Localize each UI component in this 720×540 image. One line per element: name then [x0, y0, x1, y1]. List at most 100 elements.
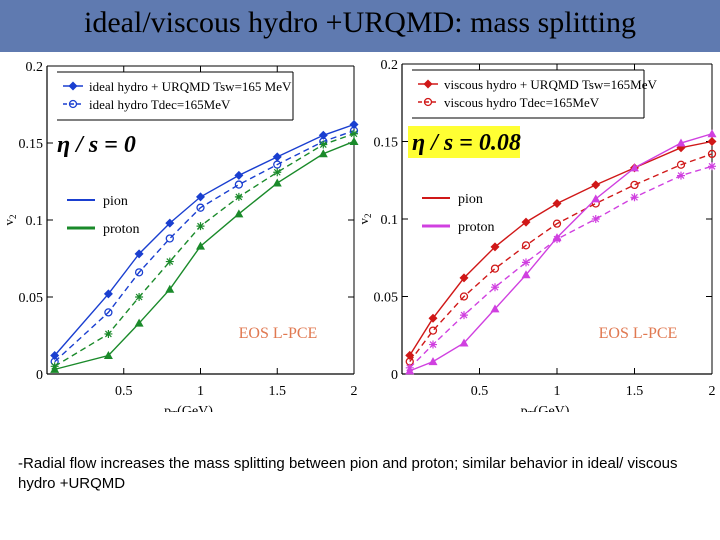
- series-proton-viscous-hydro: [405, 162, 716, 372]
- data-point: [234, 170, 244, 180]
- chart-panel-ideal: 0 0.05 0.1 0.15 0.2 0.5 1 1.5 2 v2 pT(GeV) ideal hy…: [0, 52, 362, 421]
- data-point: [459, 273, 469, 283]
- series-proton-ideal-hydro: [50, 129, 358, 371]
- legend-marker-label: viscous hydro + URQMD Tsw=165MeV: [444, 77, 657, 92]
- x-tick-label: 0.5: [471, 384, 489, 399]
- x-tick-label: 1: [554, 384, 561, 399]
- legend-marker: [423, 79, 433, 89]
- data-point: [459, 338, 469, 347]
- data-point: [196, 192, 205, 202]
- data-point: [134, 268, 144, 277]
- data-point: [429, 340, 437, 349]
- y-tick-label: 0.05: [19, 291, 44, 306]
- legend-marker-label: viscous hydro Tdec=165MeV: [444, 95, 600, 110]
- y-tick-label: 0.05: [374, 291, 399, 306]
- data-point: [234, 209, 244, 218]
- chart-panel-viscous: 0 0.05 0.1 0.15 0.2 0.5 1 1.5 2 v2 pT(GeV) viscous …: [356, 52, 720, 421]
- data-point: [104, 329, 113, 338]
- y-tick-label: 0: [391, 368, 398, 383]
- data-point: [104, 308, 113, 317]
- data-point: [318, 130, 328, 140]
- data-point: [428, 326, 438, 335]
- y-axis-label: v2: [362, 214, 373, 225]
- series-line: [409, 140, 713, 356]
- data-point: [553, 235, 561, 244]
- slide-title: ideal/viscous hydro +URQMD: mass splitti…: [84, 6, 636, 39]
- legend-marker: [423, 97, 433, 107]
- data-point: [708, 162, 716, 171]
- x-tick-label: 1.5: [626, 384, 644, 399]
- data-point: [459, 292, 469, 301]
- data-point: [521, 217, 531, 227]
- x-axis-label: pT(GeV): [521, 404, 570, 412]
- data-point: [273, 168, 282, 177]
- data-point: [272, 178, 282, 187]
- data-point: [676, 138, 686, 147]
- legend-color-label: pion: [458, 192, 483, 207]
- x-axis-label: pT(GeV): [164, 404, 213, 412]
- title-bar: [0, 0, 720, 52]
- data-point: [490, 264, 500, 273]
- x-tick-label: 2: [709, 384, 716, 399]
- y-tick-label: 0.1: [26, 214, 44, 229]
- series-line: [54, 130, 355, 363]
- series-line: [409, 133, 713, 372]
- data-point: [134, 318, 144, 327]
- data-point: [490, 242, 500, 252]
- data-point: [630, 180, 639, 190]
- data-point: [707, 149, 717, 159]
- data-point: [522, 258, 530, 267]
- data-point: [676, 160, 686, 169]
- data-point: [460, 311, 468, 320]
- data-point: [272, 152, 282, 162]
- data-point: [428, 357, 438, 366]
- data-point: [491, 283, 499, 292]
- data-point: [630, 193, 639, 202]
- legend-color-label: pion: [103, 194, 128, 209]
- y-tick-label: 0.15: [19, 137, 44, 152]
- data-point: [196, 222, 205, 231]
- data-point: [165, 284, 175, 293]
- legend-marker: [68, 99, 78, 109]
- data-point: [318, 149, 328, 158]
- data-point: [50, 362, 59, 371]
- y-tick-label: 0: [36, 368, 43, 383]
- data-point: [103, 289, 113, 299]
- data-point: [350, 129, 358, 138]
- x-tick-label: 1: [197, 384, 204, 399]
- data-point: [707, 137, 717, 146]
- eta-over-s-label: η / s = 0.08: [412, 130, 521, 156]
- x-tick-label: 2: [351, 384, 358, 399]
- legend-marker: [68, 81, 78, 91]
- data-point: [591, 194, 601, 203]
- data-point: [591, 180, 601, 190]
- data-point: [234, 192, 243, 201]
- eta-highlight: [408, 126, 520, 158]
- series-pion-ideal-hydro: [50, 126, 359, 366]
- data-point: [165, 257, 174, 266]
- slide-note: -Radial flow increases the mass splittin…: [18, 455, 678, 492]
- legend-color-label: proton: [458, 220, 495, 235]
- chart-viscous-hydro: 0 0.05 0.1 0.15 0.2 0.5 1 1.5 2 v2 pT(GeV) viscous …: [356, 58, 717, 421]
- data-point: [319, 140, 328, 149]
- data-point: [234, 180, 244, 189]
- data-point: [707, 129, 717, 138]
- data-point: [428, 313, 438, 323]
- data-point: [349, 136, 359, 145]
- y-tick-label: 0.15: [374, 136, 399, 151]
- data-point: [552, 219, 562, 228]
- legend-marker-label: ideal hydro Tdec=165MeV: [89, 97, 231, 112]
- data-point: [677, 171, 685, 180]
- data-point: [196, 203, 205, 212]
- data-point: [405, 363, 414, 372]
- y-axis-label: v2: [1, 215, 18, 226]
- y-tick-label: 0.1: [381, 213, 399, 228]
- data-point: [134, 249, 144, 259]
- data-point: [521, 270, 531, 279]
- data-point: [630, 163, 639, 172]
- data-point: [135, 293, 144, 301]
- data-point: [349, 120, 359, 130]
- legend-box: [57, 72, 293, 120]
- series-proton-hydro+urqmd: [50, 136, 359, 373]
- x-tick-label: 0.5: [115, 384, 133, 399]
